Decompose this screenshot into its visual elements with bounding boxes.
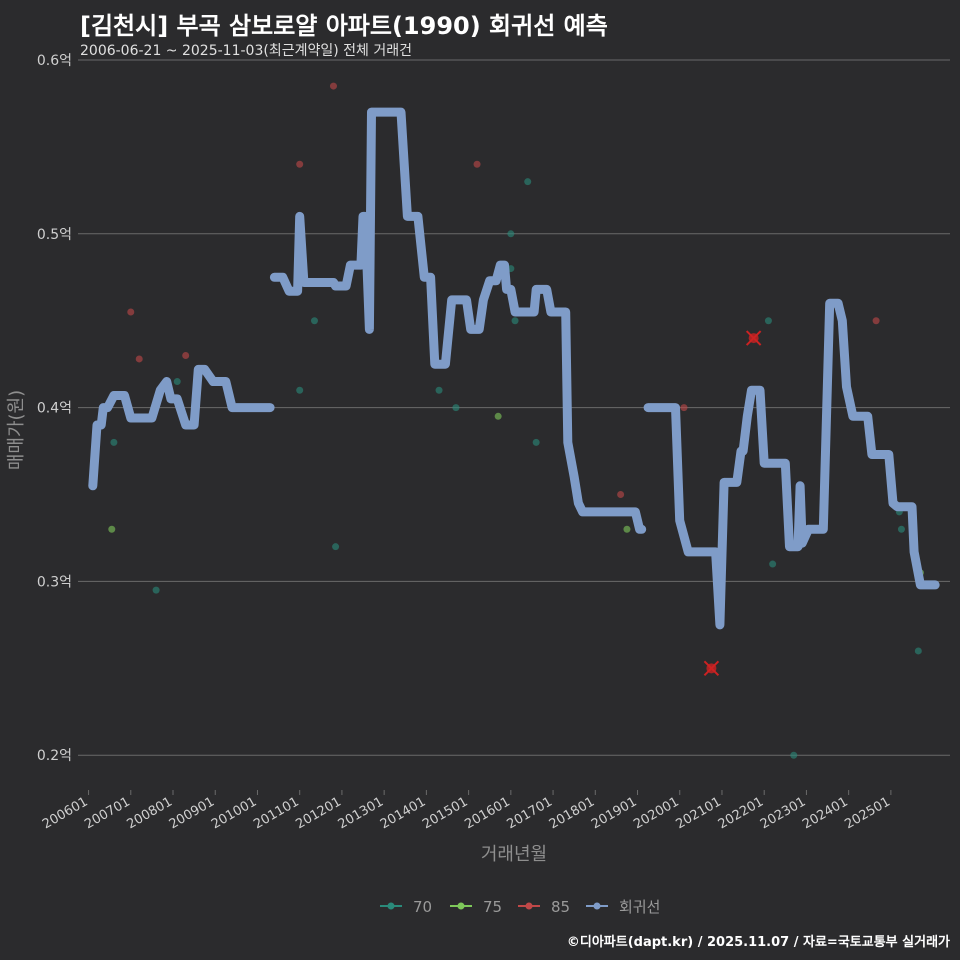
data-point-s70 — [511, 317, 519, 325]
regression-segment — [643, 298, 940, 630]
data-point-s85 — [127, 308, 135, 316]
legend-swatch-dot — [593, 902, 601, 910]
y-tick-label: 0.4억 — [37, 401, 72, 417]
data-point-s70 — [897, 525, 905, 533]
legend-label: 회귀선 — [619, 898, 660, 916]
data-point-s70 — [435, 386, 443, 394]
x-axis-title: 거래년월 — [481, 844, 547, 865]
data-point-s70 — [764, 317, 772, 325]
x-tick-label: 202301 — [758, 794, 808, 832]
data-point-s85 — [473, 160, 481, 168]
y-axis-ticks: 0.2억 0.3억 0.4억 0.5억 0.6억 — [37, 53, 72, 764]
x-tick-label: 200701 — [82, 794, 132, 832]
scatter-points — [108, 82, 924, 759]
data-point-s70 — [769, 560, 777, 568]
y-tick-label: 0.3억 — [37, 574, 72, 590]
cancelled-cross — [745, 330, 762, 346]
data-point-s75 — [494, 412, 502, 420]
y-tick-label: 0.2억 — [37, 748, 72, 764]
grid-lines — [78, 59, 950, 756]
data-point-s70 — [110, 438, 118, 446]
data-point-s70 — [914, 647, 922, 655]
data-point-s75 — [623, 525, 631, 533]
x-tick-label: 201001 — [209, 794, 259, 832]
data-point-s85 — [617, 491, 625, 499]
legend-swatch-dot — [387, 902, 395, 910]
x-tick-label: 200601 — [40, 794, 90, 832]
data-point-s70 — [790, 751, 798, 759]
chart-subtitle: 2006-06-21 ~ 2025-11-03(최근계약일) 전체 거래건 — [80, 43, 412, 59]
legend-item-s75: 75 — [450, 898, 502, 916]
x-tick-label: 202201 — [716, 794, 766, 832]
regression-line — [88, 107, 940, 630]
x-tick-label: 200801 — [125, 794, 175, 832]
data-point-s70 — [173, 378, 181, 386]
legend-swatch-dot — [457, 902, 465, 910]
x-tick-label: 201501 — [420, 794, 470, 832]
regression-segment — [88, 364, 275, 491]
x-tick-label: 201301 — [336, 794, 386, 832]
y-tick-label: 0.5억 — [37, 227, 72, 243]
data-point-s85 — [135, 355, 143, 363]
data-point-s70 — [507, 230, 515, 238]
data-point-s85 — [680, 404, 688, 412]
x-tick-label: 201801 — [547, 794, 597, 832]
x-axis-ticks: 2006012007012008012009012010012011012012… — [40, 790, 893, 832]
source-footer: ©디아파트(dapt.kr) / 2025.11.07 / 자료=국토교통부 실… — [566, 935, 950, 950]
x-tick-label: 202501 — [842, 794, 892, 832]
cancelled-trade-marker — [703, 660, 720, 677]
chart-title: [김천시] 부곡 삼보로얄 아파트(1990) 회귀선 예측 — [80, 12, 608, 40]
x-tick-label: 201601 — [462, 794, 512, 832]
cancelled-cross — [703, 660, 720, 677]
data-point-s85 — [872, 317, 880, 325]
legend-label: 75 — [483, 898, 502, 916]
data-point-s85 — [182, 351, 190, 359]
legend-label: 85 — [551, 898, 570, 916]
legend-label: 70 — [413, 898, 432, 916]
legend-swatch-dot — [525, 902, 533, 910]
x-tick-label: 201101 — [251, 794, 301, 832]
x-tick-label: 200901 — [167, 794, 217, 832]
cancelled-markers — [703, 330, 762, 677]
x-tick-label: 202001 — [631, 794, 681, 832]
legend-item-regression: 회귀선 — [586, 898, 660, 916]
data-point-s70 — [152, 586, 160, 594]
y-axis-title: 매매가(원) — [6, 390, 27, 470]
legend: 70 75 85 회귀선 — [380, 898, 660, 916]
data-point-s70 — [310, 317, 318, 325]
x-tick-label: 201401 — [378, 794, 428, 832]
data-point-s85 — [329, 82, 337, 90]
data-point-s70 — [296, 386, 304, 394]
x-tick-label: 202101 — [673, 794, 723, 832]
x-tick-label: 202401 — [800, 794, 850, 832]
data-point-s70 — [532, 438, 540, 446]
data-point-s70 — [332, 543, 340, 551]
legend-item-s85: 85 — [518, 898, 570, 916]
data-point-s75 — [108, 525, 116, 533]
data-point-s70 — [524, 178, 532, 186]
data-point-s70 — [452, 404, 460, 412]
y-tick-label: 0.6억 — [37, 53, 72, 69]
x-tick-label: 201201 — [293, 794, 343, 832]
x-tick-label: 201901 — [589, 794, 639, 832]
cancelled-trade-marker — [745, 330, 762, 346]
data-point-s85 — [296, 160, 304, 168]
legend-item-s70: 70 — [380, 898, 432, 916]
x-tick-label: 201701 — [505, 794, 555, 832]
regression-segment — [269, 107, 647, 534]
